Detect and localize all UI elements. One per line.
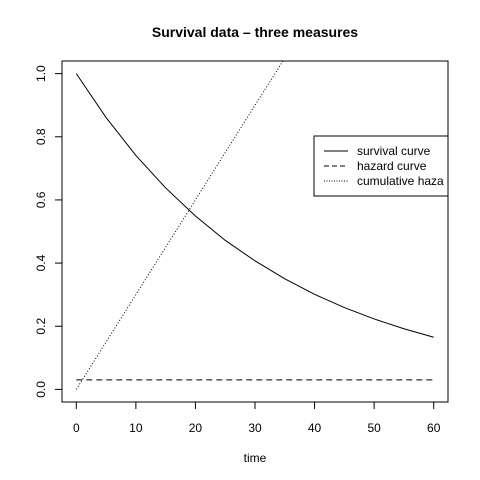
plot-frame — [61, 60, 449, 403]
y-tick-label: 0.8 — [34, 128, 48, 145]
legend-label: cumulative haza — [357, 174, 444, 188]
chart-title: Survival data – three measures — [152, 24, 358, 40]
x-tick-label: 30 — [248, 421, 262, 435]
x-tick-label: 40 — [308, 421, 322, 435]
x-tick-label: 50 — [367, 421, 381, 435]
legend-label: hazard curve — [357, 159, 427, 173]
legend-label: survival curve — [357, 144, 431, 158]
series-layer — [75, 61, 434, 390]
y-tick-label: 0.2 — [34, 318, 48, 335]
series-line — [75, 61, 284, 390]
y-tick-label: 0.0 — [34, 381, 48, 398]
x-tick-label: 60 — [427, 421, 441, 435]
y-tick-label: 0.4 — [34, 254, 48, 271]
y-axis: 0.0 0.2 0.4 0.6 0.8 1.0 — [34, 65, 63, 398]
x-axis: 0 10 20 30 40 50 60 — [73, 401, 441, 435]
x-tick-label: 10 — [129, 421, 143, 435]
series-line — [75, 73, 434, 338]
x-tick-label: 20 — [189, 421, 203, 435]
y-tick-label: 0.6 — [34, 191, 48, 208]
x-axis-label: time — [244, 451, 267, 465]
x-tick-label: 0 — [73, 421, 80, 435]
y-tick-label: 1.0 — [34, 65, 48, 82]
